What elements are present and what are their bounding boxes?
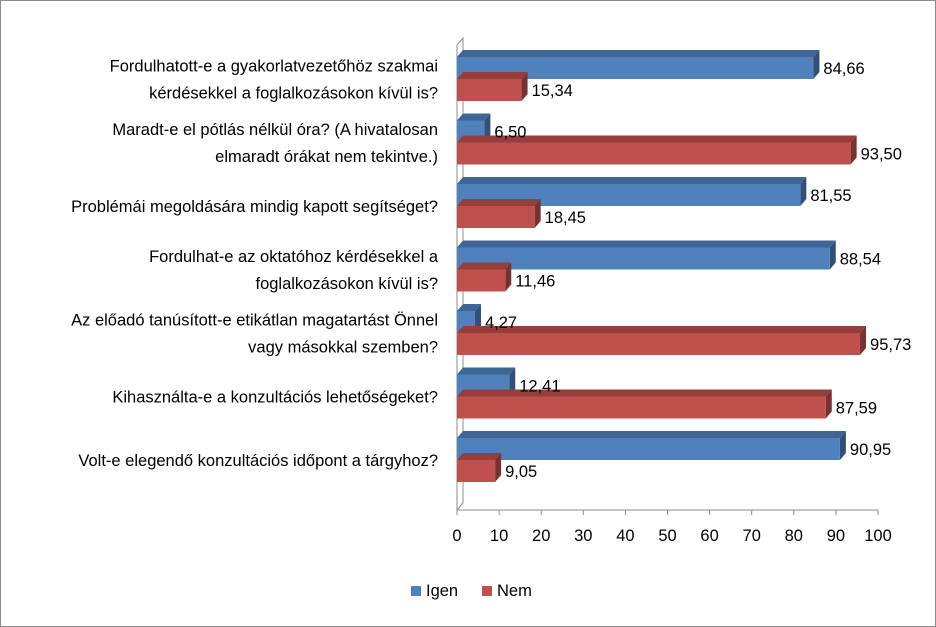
data-label-igen-1: 84,66: [823, 60, 864, 78]
bar-nem-7: [457, 460, 496, 482]
bar-side-nem-2: [850, 135, 857, 165]
legend-label-nem: Nem: [497, 582, 532, 600]
legend-swatch-igen: [411, 586, 421, 596]
bar-top-nem-2: [457, 135, 857, 143]
bar-side-igen-5: [474, 304, 481, 333]
bar-top-nem-7: [457, 453, 502, 460]
bar-side-igen-7: [839, 431, 846, 460]
bar-side-nem-7: [495, 453, 502, 482]
bar-igen-4: [457, 247, 830, 270]
data-label-nem-2: 93,50: [861, 146, 902, 164]
category-label-2-line-1: Maradt-e el pótlás nélkül óra? (A hivata…: [112, 121, 438, 139]
bar-top-igen-3: [457, 177, 807, 184]
bar-nem-4: [457, 269, 506, 292]
plot-wall-corner: [456, 502, 464, 511]
data-label-igen-2: 6,50: [494, 124, 526, 142]
bar-nem-6: [457, 396, 826, 419]
data-label-nem-6: 87,59: [836, 400, 877, 418]
bar-side-nem-6: [825, 389, 832, 419]
x-tick-label-80: 80: [785, 527, 803, 545]
data-label-nem-1: 15,34: [532, 82, 573, 100]
category-label-3-line-1: Problémái megoldására mindig kapott segí…: [71, 198, 438, 216]
legend-label-igen: Igen: [426, 582, 458, 600]
x-tick-label-60: 60: [700, 527, 718, 545]
category-label-5-line-2: vagy másokkal szemben?: [248, 339, 438, 357]
bar-nem-3: [457, 206, 535, 228]
data-label-igen-3: 81,55: [810, 187, 851, 205]
bar-top-igen-7: [457, 431, 846, 438]
data-label-nem-4: 11,46: [515, 273, 555, 291]
category-label-1-line-1: Fordulhatott-e a gyakorlatvezetőhöz szak…: [110, 58, 438, 76]
bar-top-igen-4: [457, 240, 836, 248]
legend-swatch-nem: [482, 586, 492, 596]
bar-top-igen-5: [457, 304, 481, 311]
bar-top-nem-1: [457, 72, 528, 79]
bar-side-nem-1: [521, 72, 528, 101]
x-tick-label-40: 40: [616, 527, 634, 545]
category-labels: Fordulhatott-e a gyakorlatvezetőhöz szak…: [71, 58, 439, 471]
legend: Igen Nem: [411, 582, 532, 600]
bar-top-igen-6: [457, 367, 516, 375]
bar-igen-3: [457, 184, 801, 206]
data-label-igen-6: 12,41: [519, 378, 560, 396]
bar-side-nem-4: [505, 262, 512, 292]
data-label-nem-5: 95,73: [870, 336, 911, 354]
bar-top-nem-5: [457, 326, 867, 333]
bar-side-igen-4: [829, 240, 836, 270]
category-label-4-line-2: foglalkozásokon kívül is?: [255, 275, 438, 293]
x-tick-label-100: 100: [864, 527, 892, 545]
bar-side-igen-1: [813, 50, 820, 79]
bar-side-nem-5: [860, 326, 867, 355]
category-label-5-line-1: Az előadó tanúsított-e etikátlan magatar…: [71, 312, 438, 330]
x-tick-label-20: 20: [532, 527, 550, 545]
category-label-7-line-1: Volt-e elegendő konzultációs időpont a t…: [78, 452, 438, 470]
x-tick-label-70: 70: [743, 527, 761, 545]
bar-top-igen-2: [457, 113, 491, 121]
bar-igen-7: [457, 438, 840, 460]
bar-top-nem-3: [457, 199, 541, 206]
bar-side-igen-2: [484, 113, 491, 143]
category-label-4-line-1: Fordulhat-e az oktatóhoz kérdésekkel a: [149, 248, 439, 266]
data-label-igen-4: 88,54: [840, 251, 881, 269]
bar-nem-1: [457, 79, 522, 101]
category-label-1-line-2: kérdésekkel a foglalkozásokon kívül is?: [149, 85, 438, 103]
bar-igen-1: [457, 57, 814, 79]
bar-top-igen-1: [457, 50, 820, 57]
category-label-6-line-1: Kihasználta-e a konzultációs lehetőségek…: [112, 389, 438, 407]
x-tick-label-50: 50: [658, 527, 676, 545]
category-label-2-line-2: elmaradt órákat nem tekintve.): [215, 148, 438, 166]
x-axis-ticks: 0 10 20 30 40 50 60 70 80 90 100: [452, 510, 892, 545]
data-label-nem-7: 9,05: [505, 463, 537, 481]
data-label-igen-5: 4,27: [485, 314, 517, 332]
bar-nem-2: [457, 142, 851, 165]
x-tick-label-30: 30: [574, 527, 592, 545]
bar-side-igen-3: [800, 177, 807, 206]
x-tick-label-10: 10: [490, 527, 508, 545]
data-label-nem-3: 18,45: [545, 209, 586, 227]
bars-group: [457, 50, 867, 482]
bar-nem-5: [457, 333, 861, 355]
bar-side-igen-6: [509, 367, 516, 397]
data-label-igen-7: 90,95: [850, 441, 891, 459]
bar-top-nem-4: [457, 262, 512, 270]
x-tick-label-0: 0: [452, 527, 461, 545]
data-labels: 84,66 15,34 6,50 93,50 81,55 18,45 88,54 11,46 4…: [485, 60, 911, 481]
bar-top-nem-6: [457, 389, 832, 397]
bar-side-nem-3: [534, 199, 541, 228]
x-tick-label-90: 90: [827, 527, 845, 545]
